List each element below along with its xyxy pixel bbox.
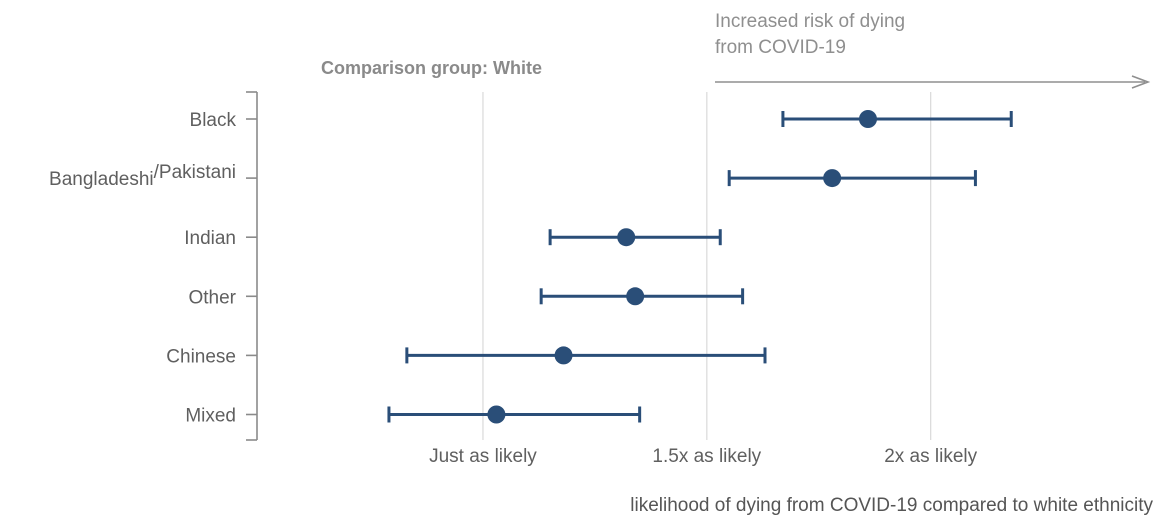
estimate-marker <box>626 287 645 306</box>
data-marks <box>387 110 1013 424</box>
estimate-marker <box>823 169 842 188</box>
category-label: Chinese <box>166 346 236 367</box>
category-label: Bangladeshi/Pakistani <box>49 162 236 190</box>
risk-annotation-line-1: Increased risk of dying <box>715 11 905 32</box>
estimate-marker <box>487 405 506 424</box>
comparison-group-label: Comparison group: White <box>321 58 542 78</box>
category-label: Black <box>190 110 237 131</box>
estimate-marker <box>858 110 877 128</box>
x-tick-label: Just as likely <box>429 446 537 467</box>
x-axis-label: likelihood of dying from COVID-19 compar… <box>630 495 1153 516</box>
risk-annotation-line-2: from COVID-19 <box>715 37 846 58</box>
estimate-marker <box>554 346 573 365</box>
x-tick-label: 2x as likely <box>884 446 977 467</box>
category-label: Indian <box>184 228 236 249</box>
risk-arrow <box>715 75 1151 89</box>
y-axis <box>246 91 258 441</box>
category-label-super: /Pakistani <box>154 162 236 183</box>
x-tick-label: 1.5x as likely <box>652 446 761 467</box>
category-label: Mixed <box>185 406 236 427</box>
category-label: Other <box>188 287 236 308</box>
category-labels: Black Bangladeshi/Pakistani Indian Other Chi… <box>49 110 257 427</box>
estimate-marker <box>617 228 636 247</box>
gridlines <box>482 92 932 440</box>
x-tick-labels: Just as likely 1.5x as likely 2x as likely <box>429 446 978 467</box>
category-label-main: Bangladeshi <box>49 169 154 190</box>
